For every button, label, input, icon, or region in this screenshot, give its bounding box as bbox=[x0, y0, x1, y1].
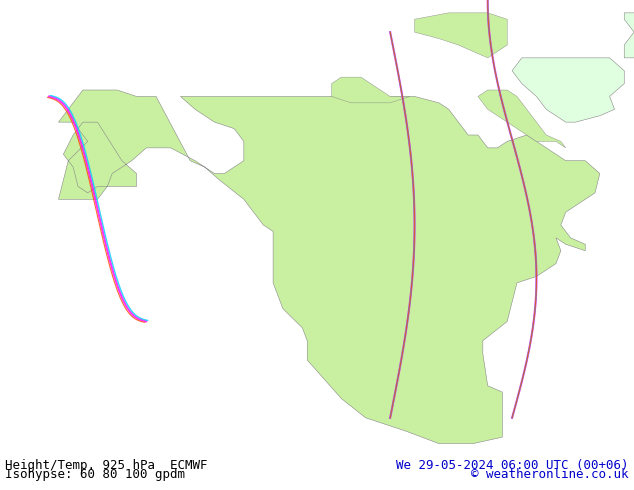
Polygon shape bbox=[624, 13, 634, 58]
Polygon shape bbox=[332, 77, 410, 103]
Polygon shape bbox=[415, 13, 507, 58]
Polygon shape bbox=[512, 58, 624, 122]
Text: © weatheronline.co.uk: © weatheronline.co.uk bbox=[472, 468, 629, 481]
Polygon shape bbox=[478, 90, 566, 148]
Text: Isohypse: 60 80 100 gpdm: Isohypse: 60 80 100 gpdm bbox=[5, 468, 185, 481]
Text: Height/Temp. 925 hPa  ECMWF: Height/Temp. 925 hPa ECMWF bbox=[5, 459, 207, 472]
Text: We 29-05-2024 06:00 UTC (00+06): We 29-05-2024 06:00 UTC (00+06) bbox=[396, 459, 629, 472]
Polygon shape bbox=[58, 90, 600, 443]
